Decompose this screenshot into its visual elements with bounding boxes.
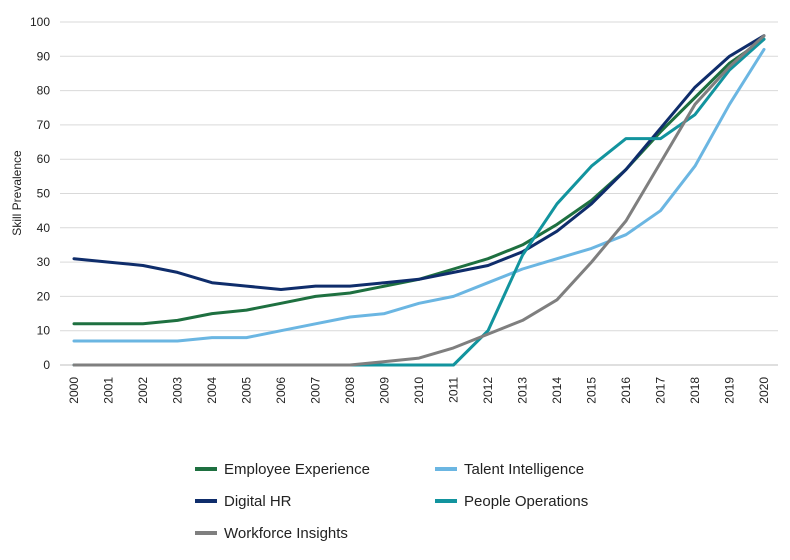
- x-tick-label: 2011: [447, 377, 461, 403]
- y-tick-label: 70: [37, 118, 51, 132]
- x-tick-label: 2014: [550, 377, 564, 404]
- y-tick-label: 30: [37, 255, 51, 269]
- legend-item-talent-intelligence: Talent Intelligence: [435, 461, 584, 478]
- x-tick-label: 2005: [240, 377, 254, 404]
- x-tick-label: 2012: [481, 377, 495, 404]
- x-tick-label: 2018: [688, 377, 702, 404]
- y-tick-label: 60: [37, 152, 51, 166]
- series-line-workforce-insights: [72, 34, 766, 367]
- series-line-employee-experience: [72, 37, 766, 326]
- y-tick-label: 10: [37, 324, 51, 338]
- series-line-people-operations: [72, 37, 766, 367]
- y-tick-label: 50: [37, 187, 51, 201]
- x-tick-label: 2002: [136, 377, 150, 404]
- y-tick-label: 80: [37, 84, 51, 98]
- x-tick-label: 2007: [309, 377, 323, 404]
- y-tick-label: 90: [37, 49, 51, 63]
- legend-label: Employee Experience: [224, 461, 370, 478]
- x-tick-label: 2010: [412, 377, 426, 404]
- y-tick-label: 0: [43, 358, 50, 372]
- x-tick-label: 2019: [723, 377, 737, 404]
- legend-item-employee-experience: Employee Experience: [195, 461, 370, 478]
- legend: Employee Experience Talent Intelligence Di…: [195, 461, 588, 542]
- x-tick-label: 2009: [378, 377, 392, 404]
- x-tick-label: 2006: [274, 377, 288, 404]
- grid-lines: [60, 21, 778, 366]
- y-tick-label: 20: [37, 289, 51, 303]
- x-tick-label: 2003: [171, 377, 185, 404]
- legend-label: Digital HR: [224, 493, 292, 510]
- legend-item-workforce-insights: Workforce Insights: [195, 525, 348, 542]
- y-axis-label: Skill Prevalence: [10, 150, 24, 236]
- y-axis-ticks: 0 10 20 30 40 50 60 70 80 90 100: [30, 15, 50, 372]
- x-tick-label: 2001: [102, 377, 116, 404]
- x-tick-label: 2017: [654, 377, 668, 404]
- x-tick-label: 2016: [619, 377, 633, 404]
- legend-label: Talent Intelligence: [464, 461, 584, 478]
- x-tick-label: 2020: [757, 377, 771, 404]
- y-tick-label: 100: [30, 15, 50, 29]
- x-tick-label: 2004: [205, 377, 219, 404]
- x-axis-ticks: 2000 2001 2002 2003 2004 2005 2006 2007 2008 2009…: [67, 377, 771, 404]
- legend-item-people-operations: People Operations: [435, 493, 588, 510]
- legend-item-digital-hr: Digital HR: [195, 493, 292, 510]
- y-tick-label: 40: [37, 221, 51, 235]
- x-tick-label: 2000: [67, 377, 81, 404]
- legend-label: People Operations: [464, 493, 588, 510]
- series-line-digital-hr: [72, 34, 766, 291]
- series-lines: [72, 34, 766, 367]
- x-tick-label: 2013: [516, 377, 530, 404]
- legend-label: Workforce Insights: [224, 525, 348, 542]
- x-tick-label: 2015: [585, 377, 599, 404]
- x-tick-label: 2008: [343, 377, 357, 404]
- series-line-talent-intelligence: [72, 47, 766, 343]
